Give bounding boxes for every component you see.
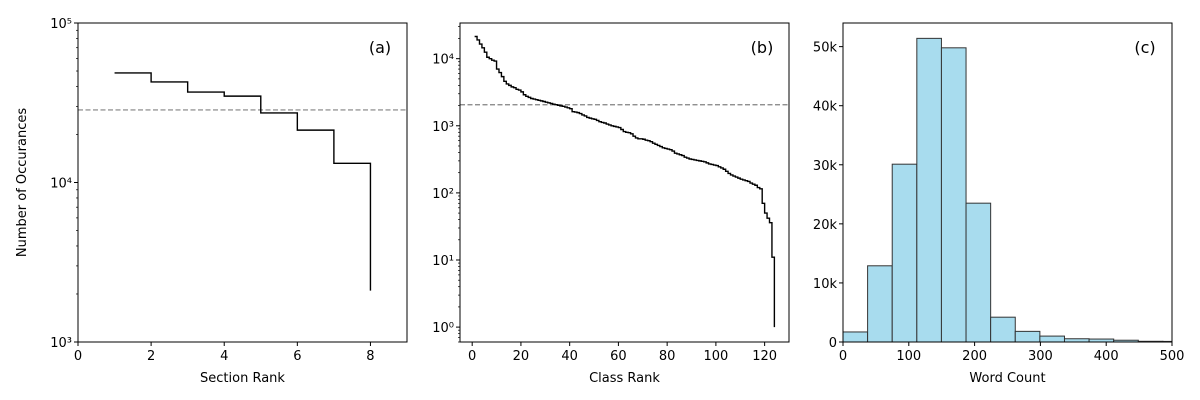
x-tick-label: 0 [74, 349, 82, 364]
x-tick-label: 2 [147, 349, 155, 364]
subplot-b: 0 20 40 60 80 100 120 10⁰ 10¹ 10² 10³ 10⁴ Class Rank… [432, 22, 790, 386]
y-tick-label: 50k [813, 41, 838, 56]
panel-label: (a) [369, 38, 391, 57]
y-tick-label: 10² [432, 187, 454, 202]
x-tick-label: 8 [366, 349, 374, 364]
y-tick-label: 10⁴ [50, 177, 72, 192]
x-tick-label: 6 [293, 349, 301, 364]
y-tick-label: 10⁴ [432, 53, 454, 68]
axes-frame [459, 22, 790, 343]
histogram-bar [867, 265, 893, 342]
x-tick-label: 200 [962, 349, 987, 364]
y-tick-label: 10¹ [432, 254, 454, 269]
x-tick-label: 0 [839, 349, 847, 364]
x-axis-label: Section Rank [200, 371, 285, 386]
y-tick-label: 0 [829, 336, 837, 351]
histogram-bar [965, 202, 992, 342]
histogram-bar [843, 331, 869, 342]
subplot-a: 0 2 4 6 8 10³ 10⁴ 10⁵ Section Rank Number of Occu… [15, 17, 408, 386]
x-tick-label: 400 [1094, 349, 1119, 364]
x-tick-label: 100 [703, 349, 728, 364]
y-axis-label: Number of Occurances [15, 108, 30, 257]
x-tick-label: 300 [1028, 349, 1053, 364]
plot-area [78, 72, 407, 291]
x-tick-label: 120 [752, 349, 777, 364]
x-axis-label: Class Rank [589, 371, 660, 386]
axes-frame [842, 22, 1173, 343]
y-tick-label: 30k [813, 159, 838, 174]
histogram-bar [916, 37, 942, 342]
y-tick-label: 10k [813, 277, 838, 292]
rank-step-line [114, 72, 372, 291]
y-tick-label: 40k [813, 100, 838, 115]
x-axis-label: Word Count [969, 371, 1045, 386]
x-tick-label: 40 [561, 349, 578, 364]
rank-step-line [474, 35, 776, 328]
plot-area [460, 35, 789, 328]
x-tick-label: 500 [1160, 349, 1185, 364]
y-tick-label: 10³ [432, 120, 454, 135]
x-tick-label: 80 [659, 349, 676, 364]
subplot-c: 0 100 200 300 400 500 0 10k 20k 30k 40k 50k Word Cou… [813, 22, 1185, 386]
x-tick-label: 100 [896, 349, 921, 364]
x-tick-label: 4 [220, 349, 228, 364]
axes-frame [77, 22, 408, 343]
x-tick-label: 0 [468, 349, 476, 364]
histogram-bar [990, 316, 1016, 342]
panel-label: (c) [1134, 38, 1155, 57]
x-tick-label: 60 [610, 349, 627, 364]
y-tick-label: 10⁵ [50, 17, 72, 32]
y-tick-label: 10³ [50, 336, 72, 351]
histogram-bar [891, 163, 918, 342]
y-tick-label: 10⁰ [432, 321, 454, 336]
y-tick-label: 20k [813, 218, 838, 233]
histogram-bar [1039, 335, 1065, 342]
x-tick-label: 20 [513, 349, 530, 364]
histogram-bar [1014, 330, 1041, 342]
histogram-bar [940, 47, 967, 342]
panel-label: (b) [751, 38, 774, 57]
plot-area [843, 37, 1172, 342]
